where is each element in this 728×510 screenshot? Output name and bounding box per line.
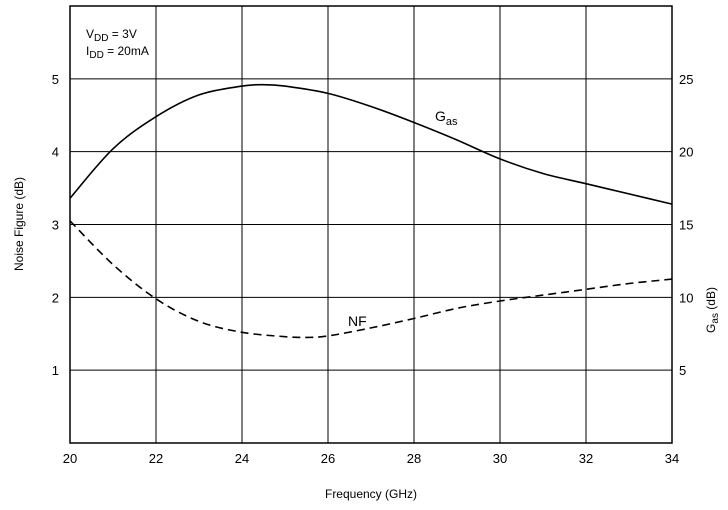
series-label-nf: NF: [348, 313, 367, 329]
series-label-gas: Gas: [435, 108, 458, 128]
x-tick-label: 26: [321, 451, 335, 466]
svg-text:IDD = 20mA: IDD = 20mA: [86, 44, 149, 61]
y-right-tick-label: 15: [679, 218, 693, 233]
y-right-tick-label: 20: [679, 145, 693, 160]
svg-text:VDD = 3V: VDD = 3V: [86, 27, 137, 44]
conditions-annotation: VDD = 3V IDD = 20mA: [86, 27, 149, 61]
series-line-gas: [69, 83, 673, 205]
y-left-tick-label: 4: [52, 145, 59, 160]
y-left-tick-label: 2: [52, 290, 59, 305]
x-axis-title: Frequency (GHz): [325, 487, 417, 501]
series-layer: [69, 83, 673, 339]
x-tick-label: 28: [407, 451, 421, 466]
vdd-value: = 3V: [108, 27, 136, 41]
x-tick-label: 20: [63, 451, 77, 466]
x-tick-label: 34: [665, 451, 679, 466]
vdd-subscript: DD: [94, 33, 108, 44]
y-left-tick-label: 1: [52, 363, 59, 378]
y-axis-title-left: Noise Figure (dB): [12, 177, 26, 271]
x-tick-label: 24: [235, 451, 249, 466]
plot-frame: [69, 5, 673, 444]
idd-value: = 20mA: [104, 44, 149, 58]
x-tick-label: 30: [493, 451, 507, 466]
x-tick-label: 22: [149, 451, 163, 466]
y-right-tick-label: 5: [679, 363, 686, 378]
y-right-tick-label: 25: [679, 72, 693, 87]
series-line-nf: [69, 220, 673, 339]
grid-lines: [70, 6, 672, 443]
x-tick-label: 32: [579, 451, 593, 466]
y-left-tick-label: 3: [52, 218, 59, 233]
vdd-label: V: [86, 27, 94, 41]
idd-subscript: DD: [89, 50, 103, 61]
y-axis-title-right: Gas (dB): [704, 287, 721, 333]
y-left-tick-label: 5: [52, 72, 59, 87]
y-right-tick-label: 10: [679, 290, 693, 305]
idd-label: I: [86, 44, 89, 58]
